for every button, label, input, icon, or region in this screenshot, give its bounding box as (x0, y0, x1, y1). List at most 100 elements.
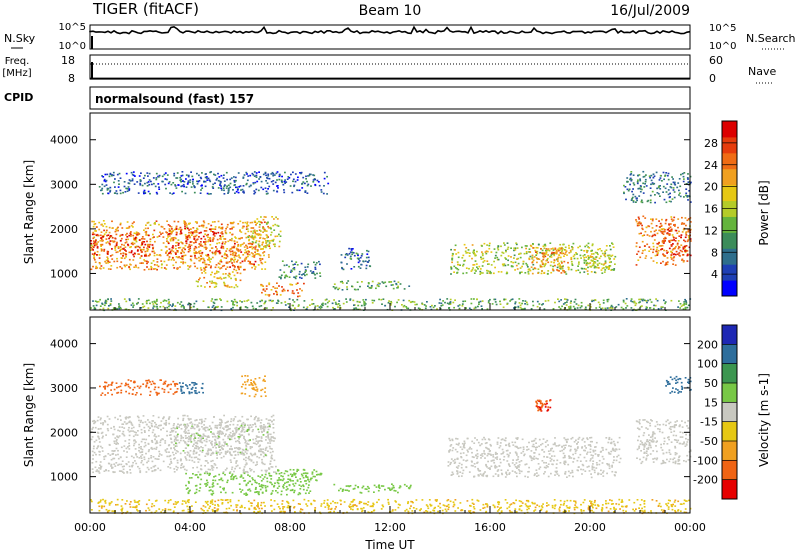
echo-cell (112, 457, 115, 460)
echo-cell (151, 183, 153, 186)
echo-cell (171, 430, 173, 432)
echo-cell (220, 259, 222, 261)
echo-cell (476, 298, 478, 300)
echo-cell (270, 173, 273, 175)
echo-cell (217, 262, 220, 265)
echo-cell (143, 445, 146, 448)
echo-cell (276, 171, 279, 173)
echo-cell (125, 256, 127, 258)
echo-cell (168, 434, 171, 436)
echo-cell (208, 486, 211, 488)
echo-cell (108, 418, 111, 420)
echo-cell (194, 255, 196, 257)
echo-cell (256, 491, 258, 493)
echo-cell (439, 307, 442, 310)
echo-cell (227, 240, 230, 243)
echo-cell (685, 250, 687, 252)
echo-cell (462, 263, 465, 266)
echo-cell (458, 304, 461, 306)
echo-cell (208, 439, 211, 442)
echo-cell (129, 469, 131, 471)
echo-cell (204, 435, 207, 437)
echo-cell (269, 247, 271, 250)
echo-cell (194, 492, 196, 495)
echo-cell (188, 459, 191, 461)
echo-cell (237, 223, 240, 225)
echo-cell (543, 254, 546, 257)
echo-cell (292, 267, 295, 270)
echo-cell (638, 298, 640, 301)
echo-cell (269, 299, 272, 302)
echo-cell (649, 187, 652, 189)
echo-cell (222, 487, 224, 490)
echo-cell (144, 243, 147, 246)
echo-cell (600, 250, 603, 252)
echo-cell (364, 260, 367, 262)
echo-cell (353, 288, 356, 291)
echo-cell (253, 175, 256, 177)
echo-cell (240, 451, 243, 454)
echo-cell (173, 172, 176, 175)
echo-cell (646, 243, 649, 246)
echo-cell (98, 254, 101, 256)
echo-cell (589, 256, 592, 258)
echo-cell (200, 189, 202, 191)
echo-cell (154, 268, 157, 270)
echo-cell (304, 191, 307, 193)
echo-cell (232, 251, 235, 254)
echo-cell (182, 414, 185, 417)
echo-cell (207, 240, 209, 243)
echo-cell (554, 247, 557, 250)
echo-cell (524, 307, 526, 310)
echo-cell (603, 263, 606, 265)
echo-cell (198, 490, 201, 492)
echo-cell (248, 262, 251, 265)
echo-cell (306, 472, 308, 475)
echo-cell (278, 174, 281, 176)
echo-cell (561, 252, 563, 255)
echo-cell (506, 303, 509, 305)
echo-cell (114, 416, 117, 419)
echo-cell (93, 441, 96, 443)
echo-cell (260, 469, 263, 472)
echo-cell (451, 261, 453, 264)
echo-cell (365, 256, 368, 259)
echo-cell (514, 301, 517, 303)
echo-cell (640, 298, 643, 301)
echo-cell (164, 183, 167, 186)
echo-cell (265, 174, 267, 177)
echo-cell (532, 259, 535, 262)
echo-cell (154, 457, 157, 460)
echo-cell (153, 305, 156, 308)
echo-cell (98, 438, 101, 440)
echo-cell (232, 301, 235, 303)
echo-cell (195, 229, 198, 232)
echo-cell (176, 459, 179, 462)
echo-cell (99, 427, 102, 430)
echo-cell (264, 261, 267, 263)
echo-cell (235, 428, 237, 431)
echo-cell (185, 235, 188, 238)
echo-cell (264, 187, 267, 189)
echo-cell (98, 257, 101, 259)
echo-cell (288, 177, 291, 179)
echo-cell (519, 256, 522, 259)
echo-cell (200, 446, 202, 448)
echo-cell (185, 222, 187, 225)
echo-cell (160, 249, 163, 251)
echo-cell (203, 246, 206, 249)
echo-cell (247, 457, 250, 460)
echo-cell (149, 224, 152, 226)
echo-cell (118, 183, 120, 185)
echo-cell (244, 257, 247, 260)
echo-cell (97, 435, 99, 438)
echo-cell (663, 299, 665, 302)
echo-cell (191, 175, 194, 178)
echo-cell (267, 435, 269, 437)
echo-cell (502, 264, 505, 267)
echo-cell (92, 249, 94, 251)
echo-cell (154, 185, 157, 188)
echo-cell (655, 248, 658, 251)
echo-cell (185, 427, 187, 430)
echo-cell (681, 231, 684, 233)
